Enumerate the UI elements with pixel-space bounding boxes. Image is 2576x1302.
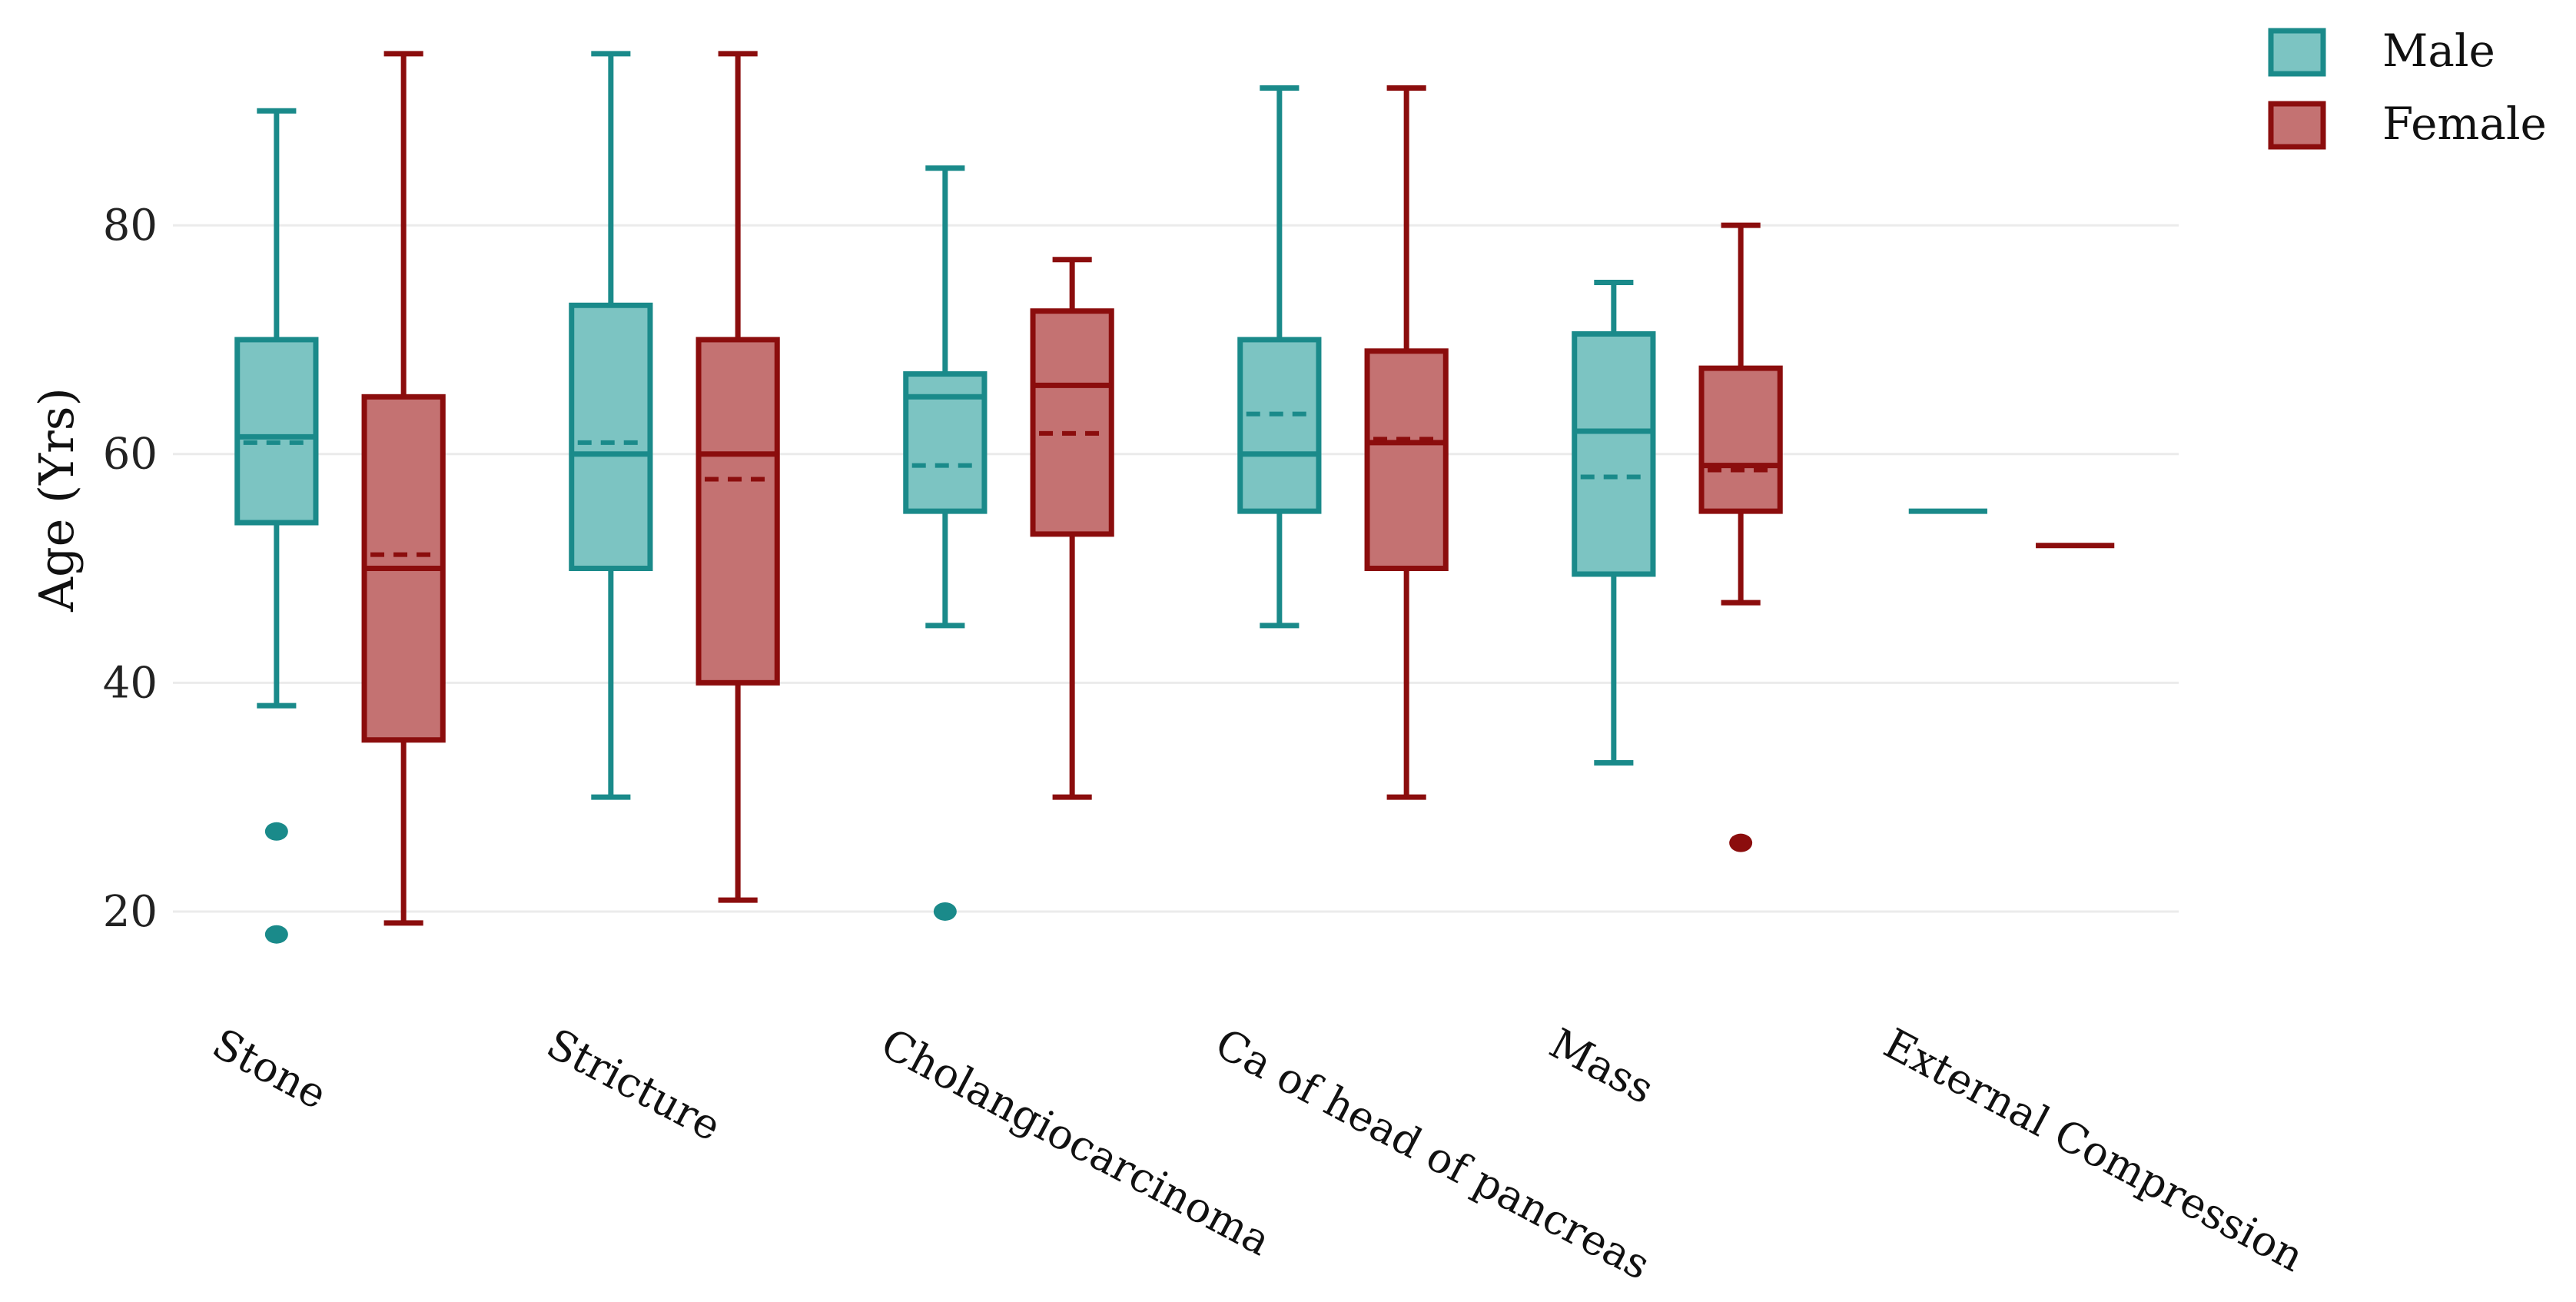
y-tick-label-80: 80 xyxy=(103,201,158,251)
y-tick-label-20: 20 xyxy=(103,887,158,937)
outlier-mass-female-0 xyxy=(1729,833,1753,852)
y-tick-label-60: 60 xyxy=(103,430,158,480)
x-label-stricture: Stricture xyxy=(539,1019,729,1151)
legend-label-male: Male xyxy=(2382,25,2495,77)
box-stricture-male xyxy=(569,51,653,800)
outlier-cholangiocarcinoma-male-0 xyxy=(933,902,957,921)
box-series xyxy=(234,51,2115,944)
box-iqr-ca-of-head-of-pancreas-female xyxy=(1364,348,1449,572)
box-stone-female xyxy=(361,51,446,926)
y-axis-title: Age (Yrs) xyxy=(28,387,85,613)
box-ca-of-head-of-pancreas-female xyxy=(1364,85,1449,800)
x-label-mass: Mass xyxy=(1542,1019,1661,1114)
box-cholangiocarcinoma-female xyxy=(1030,257,1114,800)
box-iqr-mass-female xyxy=(1698,365,1783,514)
legend-swatch-female xyxy=(2268,101,2326,150)
box-iqr-stone-male xyxy=(234,337,319,526)
box-mass-female xyxy=(1698,222,1783,852)
box-ca-of-head-of-pancreas-male xyxy=(1237,85,1322,629)
box-iqr-stricture-female xyxy=(695,337,780,686)
box-iqr-mass-male xyxy=(1572,330,1656,577)
box-stone-male xyxy=(234,108,319,944)
grid-lines xyxy=(173,224,2179,913)
box-mass-male xyxy=(1572,280,1656,766)
y-axis-ticks: 20 40 60 80 xyxy=(103,201,158,937)
legend: Male Female xyxy=(2268,25,2547,150)
legend-label-female: Female xyxy=(2382,98,2547,150)
box-iqr-cholangiocarcinoma-female xyxy=(1030,308,1114,537)
box-iqr-stricture-male xyxy=(569,302,653,572)
box-cholangiocarcinoma-male xyxy=(903,165,988,921)
outlier-stone-male-0 xyxy=(264,822,288,841)
x-label-stone: Stone xyxy=(204,1019,334,1119)
box-iqr-ca-of-head-of-pancreas-male xyxy=(1237,337,1322,514)
legend-swatch-male xyxy=(2268,28,2326,77)
box-stricture-female xyxy=(695,51,780,903)
y-tick-label-40: 40 xyxy=(103,658,158,708)
x-label-external-compression: External Compression xyxy=(1876,1019,2312,1281)
outlier-stone-male-1 xyxy=(264,925,288,944)
